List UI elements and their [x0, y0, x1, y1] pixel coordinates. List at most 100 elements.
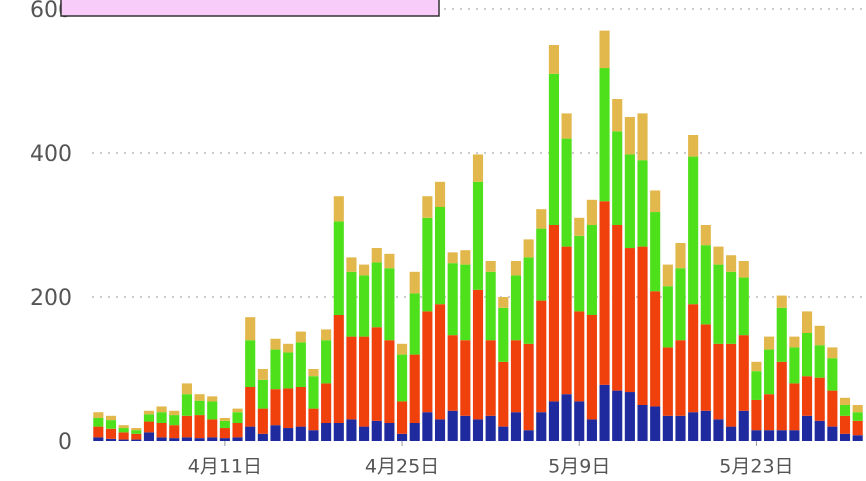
bar-segment	[169, 438, 180, 441]
bar-segment	[93, 437, 104, 441]
bar-segment	[409, 423, 420, 441]
bar-segment	[498, 361, 509, 427]
bar-segment	[156, 412, 167, 423]
bar-segment	[371, 327, 382, 421]
x-tick-label: 4月11日	[188, 456, 262, 478]
bar-segment	[561, 113, 572, 139]
bar-segment	[776, 430, 787, 441]
bar-segment	[308, 430, 319, 441]
bar-segment	[599, 30, 610, 69]
bar-segment	[257, 379, 268, 409]
bar-segment	[219, 428, 230, 439]
bar-segment	[751, 361, 762, 372]
bar-segment	[662, 264, 673, 287]
y-tick-label: 400	[30, 142, 72, 167]
bar-segment	[472, 154, 484, 182]
bar-segment	[801, 415, 813, 441]
bar-segment	[612, 390, 623, 441]
bar-segment	[688, 135, 699, 157]
bar-segment	[637, 160, 648, 247]
bar-segment	[397, 354, 408, 402]
bar-segment	[143, 432, 155, 441]
bar-segment	[852, 435, 863, 441]
bar-segment	[650, 212, 661, 292]
bar-segment	[321, 423, 332, 441]
bar-segment	[346, 419, 357, 441]
bar-segment	[194, 400, 205, 416]
bar-segment	[650, 406, 661, 441]
bar-segment	[384, 268, 395, 341]
bar-segment	[738, 277, 749, 336]
bar-segment	[422, 196, 433, 218]
bar-segment	[548, 73, 559, 225]
bar-segment	[675, 243, 686, 269]
bar-segment	[839, 415, 851, 434]
bar-segment	[574, 311, 585, 402]
bar-segment	[143, 414, 155, 422]
bar-segment	[371, 262, 382, 328]
bar-segment	[637, 246, 648, 405]
bar-segment	[536, 300, 547, 413]
bar-segment	[789, 430, 800, 441]
bar-segment	[422, 217, 433, 312]
bar-segment	[232, 423, 243, 438]
bar-segment	[447, 252, 458, 264]
bar-segment	[207, 419, 218, 438]
bar-segment	[612, 99, 623, 132]
bar-segment	[409, 271, 420, 294]
bar-segment	[612, 131, 623, 225]
bar-segment	[789, 336, 800, 348]
bar-segment	[409, 293, 420, 355]
bar-segment	[801, 333, 813, 377]
bar-segment	[839, 405, 851, 416]
bar-segment	[650, 190, 661, 213]
bar-segment	[447, 263, 458, 336]
bar-segment	[257, 369, 268, 380]
bar-segment	[713, 264, 724, 344]
bar-segment	[789, 347, 800, 384]
bar-segment	[333, 315, 344, 423]
bar-segment	[498, 307, 509, 362]
bar-segment	[371, 248, 382, 263]
bar-segment	[510, 261, 522, 276]
bar-segment	[359, 426, 370, 441]
bar-segment	[283, 388, 294, 429]
bar-segment	[346, 257, 357, 272]
bar-segment	[498, 426, 509, 441]
bar-segment	[738, 261, 749, 278]
bar-segment	[295, 331, 306, 343]
bar-segment	[257, 433, 268, 441]
bar-segment	[612, 225, 623, 391]
bar-segment	[156, 406, 167, 413]
bar-segment	[447, 410, 458, 441]
bar-segment	[789, 383, 800, 431]
bar-segment	[105, 428, 117, 439]
bar-segment	[333, 196, 344, 222]
bar-segment	[321, 340, 332, 384]
bar-segment	[321, 329, 332, 341]
bar-segment	[675, 340, 686, 416]
bar-segment	[536, 209, 547, 229]
bar-segment	[472, 419, 484, 441]
bar-segment	[118, 439, 129, 441]
bar-segment	[738, 410, 749, 441]
bar-segment	[333, 221, 344, 315]
bar-segment	[510, 340, 522, 413]
bar-segment	[688, 156, 699, 305]
bar-segment	[523, 239, 534, 258]
bar-segment	[270, 425, 281, 441]
bar-segment	[764, 336, 775, 350]
bar-segment	[675, 415, 686, 441]
bar-segment	[181, 437, 192, 441]
bar-segment	[561, 394, 572, 441]
bar-segment	[510, 412, 522, 441]
bar-segment	[283, 428, 294, 441]
bar-segment	[599, 68, 610, 202]
bar-segment	[245, 387, 256, 427]
bar-segment	[143, 410, 155, 415]
bar-segment	[181, 394, 192, 416]
bar-segment	[801, 376, 813, 416]
bar-segment	[586, 225, 597, 315]
bar-segment	[118, 425, 129, 429]
bar-segment	[143, 421, 155, 433]
